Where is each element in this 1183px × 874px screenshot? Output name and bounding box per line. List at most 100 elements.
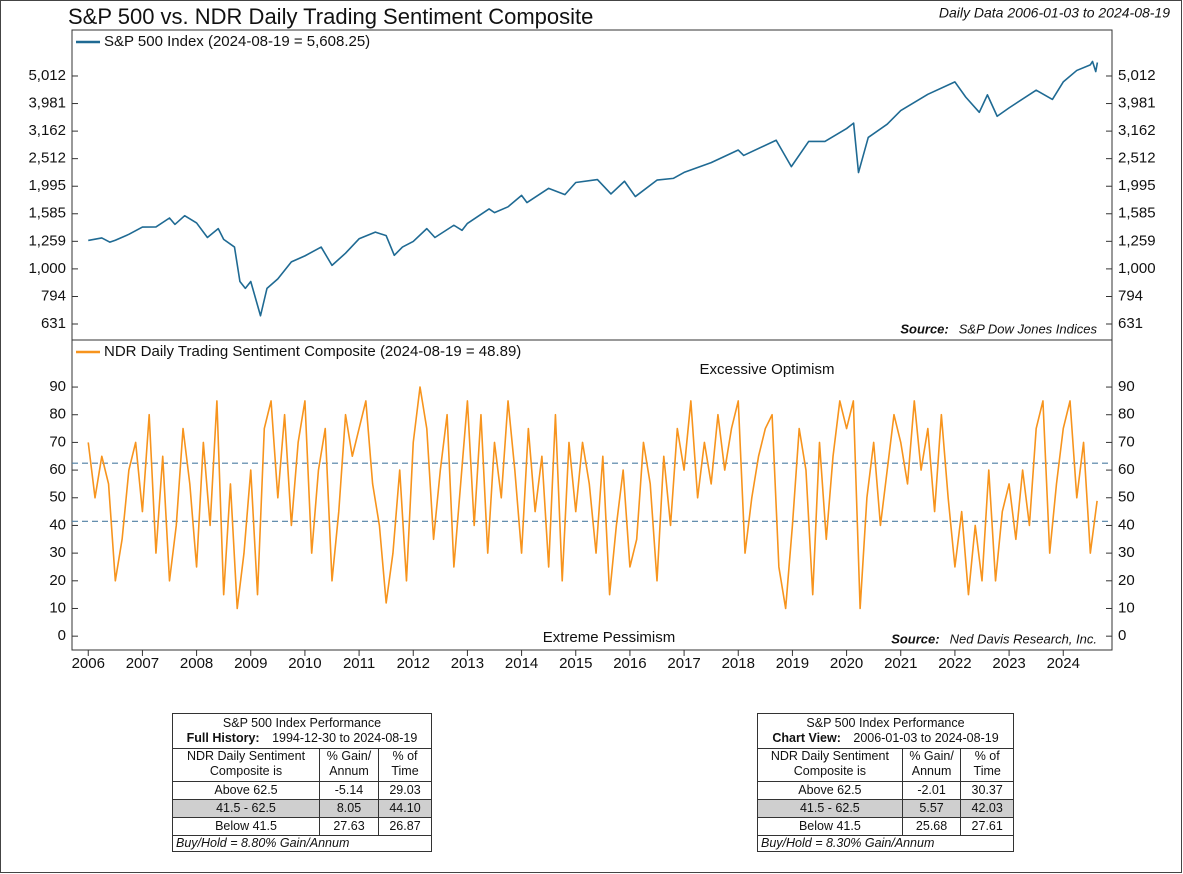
table-cell: Above 62.5 [172, 781, 320, 800]
x-tick-label: 2024 [1047, 655, 1080, 672]
x-tick-label: 2012 [397, 655, 430, 672]
table-cell: Below 41.5 [757, 817, 903, 836]
column-header: % Gain/ Annum [319, 748, 379, 782]
y-tick-label: 10 [49, 599, 66, 616]
y-tick-label-right: 90 [1118, 378, 1135, 395]
y-tick-label: 631 [41, 315, 66, 332]
y-tick-label: 2,512 [28, 150, 66, 167]
table-cell: 27.61 [960, 817, 1014, 836]
table-period: 1994-12-30 to 2024-08-19 [272, 731, 418, 745]
table-header-row: NDR Daily Sentiment Composite is% Gain/ … [757, 748, 1014, 782]
y-tick-label: 0 [58, 627, 66, 644]
chart-subtitle: Daily Data 2006-01-03 to 2024-08-19 [939, 5, 1170, 21]
performance-table: S&P 500 Index Performance Full History: 1… [172, 713, 432, 852]
x-tick-label: 2007 [126, 655, 159, 672]
table-period-cell: Chart View: 2006-01-03 to 2024-08-19 [757, 731, 1014, 749]
y-tick-label-right: 5,012 [1118, 67, 1156, 84]
x-tick-label: 2011 [343, 655, 375, 672]
y-tick-label-right: 20 [1118, 572, 1135, 589]
y-tick-label: 1,259 [28, 232, 66, 249]
table-row: 41.5 - 62.5 8.05 44.10 [172, 799, 432, 818]
table-footer: Buy/Hold = 8.30% Gain/Annum [757, 835, 1014, 852]
table-period: 2006-01-03 to 2024-08-19 [853, 731, 999, 745]
table-title-row: S&P 500 Index Performance [757, 713, 1014, 731]
table-cell: 41.5 - 62.5 [757, 799, 903, 818]
y-tick-label: 30 [49, 544, 66, 561]
y-tick-label: 5,012 [28, 67, 66, 84]
y-tick-label-right: 30 [1118, 544, 1135, 561]
series-line [87, 386, 1098, 610]
table-row: Above 62.5 -5.14 29.03 [172, 781, 432, 800]
source-text: S&P Dow Jones Indices [959, 321, 1098, 336]
y-tick-label-right: 70 [1118, 433, 1135, 450]
x-tick-label: 2010 [288, 655, 321, 672]
y-tick-label: 50 [49, 489, 66, 506]
table-cell: -5.14 [319, 781, 379, 800]
y-tick-label: 60 [49, 461, 66, 478]
table-footer-row: Buy/Hold = 8.80% Gain/Annum [172, 835, 432, 852]
table-row: 41.5 - 62.5 5.57 42.03 [757, 799, 1014, 818]
y-tick-label: 20 [49, 572, 66, 589]
table-title: S&P 500 Index Performance [757, 713, 1014, 731]
y-tick-label: 3,162 [28, 122, 66, 139]
y-tick-label: 40 [49, 516, 66, 533]
y-tick-label-right: 631 [1118, 315, 1143, 332]
y-tick-label-right: 50 [1118, 489, 1135, 506]
x-tick-label: 2018 [722, 655, 755, 672]
y-tick-label-right: 1,585 [1118, 205, 1156, 222]
x-tick-label: 2019 [776, 655, 809, 672]
series-line [88, 60, 1099, 317]
column-header: % Gain/ Annum [901, 748, 962, 782]
table-title-row: S&P 500 Index Performance [172, 713, 432, 731]
source-label: Source: [891, 631, 939, 646]
table-cell: 27.63 [319, 817, 379, 836]
x-tick-label: 2023 [992, 655, 1025, 672]
y-tick-label-right: 80 [1118, 406, 1135, 423]
y-tick-label: 3,981 [28, 95, 66, 112]
table-cell: Above 62.5 [757, 781, 903, 800]
table-period-label: Chart View: [772, 731, 841, 745]
table-row: Below 41.5 25.68 27.61 [757, 817, 1014, 836]
table-cell: 25.68 [901, 817, 962, 836]
table-header-row: NDR Daily Sentiment Composite is% Gain/ … [172, 748, 432, 782]
y-tick-label: 90 [49, 378, 66, 395]
chart-title: S&P 500 vs. NDR Daily Trading Sentiment … [68, 4, 593, 29]
y-tick-label: 1,995 [28, 177, 66, 194]
x-tick-label: 2021 [884, 655, 917, 672]
y-tick-label-right: 2,512 [1118, 150, 1156, 167]
x-tick-label: 2009 [234, 655, 267, 672]
y-tick-label-right: 1,259 [1118, 232, 1156, 249]
table-footer-row: Buy/Hold = 8.30% Gain/Annum [757, 835, 1014, 852]
x-tick-label: 2006 [72, 655, 105, 672]
table-row: Above 62.5 -2.01 30.37 [757, 781, 1014, 800]
y-tick-label: 1,585 [28, 205, 66, 222]
table-cell: 41.5 - 62.5 [172, 799, 320, 818]
x-tick-label: 2013 [451, 655, 484, 672]
x-tick-label: 2020 [830, 655, 863, 672]
table-cell: 42.03 [960, 799, 1014, 818]
table-cell: 5.57 [901, 799, 962, 818]
x-tick-label: 2022 [938, 655, 971, 672]
table-period-cell: Full History: 1994-12-30 to 2024-08-19 [172, 731, 432, 749]
legend-label: S&P 500 Index (2024-08-19 = 5,608.25) [104, 33, 370, 50]
performance-table: S&P 500 Index Performance Chart View: 200… [757, 713, 1014, 852]
y-tick-label-right: 794 [1118, 287, 1143, 304]
table-period-row: Full History: 1994-12-30 to 2024-08-19 [172, 731, 432, 749]
y-tick-label-right: 1,000 [1118, 260, 1156, 277]
table-cell: Below 41.5 [172, 817, 320, 836]
y-tick-label: 1,000 [28, 260, 66, 277]
y-tick-label: 70 [49, 433, 66, 450]
table-row: Below 41.5 27.63 26.87 [172, 817, 432, 836]
x-tick-label: 2008 [180, 655, 213, 672]
table-cell: 44.10 [378, 799, 432, 818]
y-tick-label-right: 0 [1118, 627, 1126, 644]
table-period-label: Full History: [186, 731, 260, 745]
column-header: % of Time [378, 748, 432, 782]
annotation: Extreme Pessimism [543, 629, 676, 646]
y-tick-label-right: 1,995 [1118, 177, 1156, 194]
y-tick-label: 794 [41, 287, 66, 304]
annotation: Excessive Optimism [699, 361, 834, 378]
y-tick-label-right: 60 [1118, 461, 1135, 478]
